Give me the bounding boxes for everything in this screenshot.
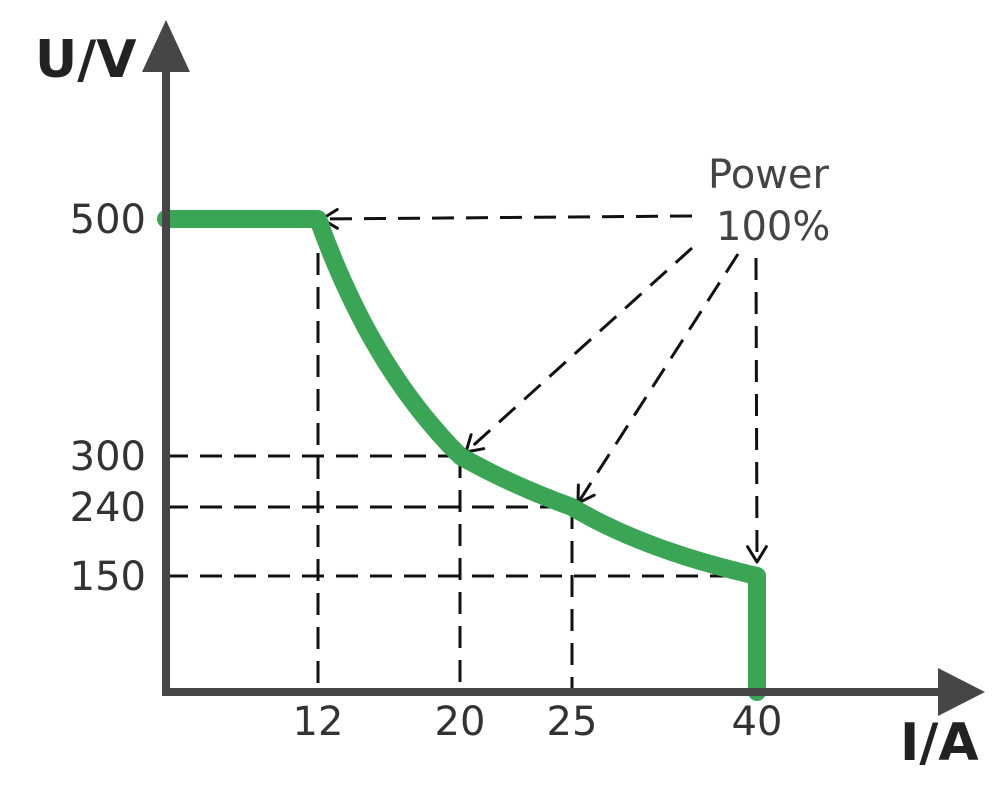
power-arrowhead-3 bbox=[746, 545, 768, 564]
tick-labels: 12 20 25 40 500 300 240 150 bbox=[70, 197, 783, 745]
y-axis-arrow bbox=[142, 20, 190, 72]
x-axis-arrow bbox=[938, 668, 985, 716]
power-annotation-line2: 100% bbox=[716, 204, 830, 250]
axes bbox=[142, 20, 985, 716]
power-annotation-line1: Power bbox=[708, 152, 829, 198]
guide-lines bbox=[166, 207, 768, 692]
y-axis-title: U/V bbox=[35, 30, 136, 90]
x-tick-label-1: 20 bbox=[435, 699, 486, 745]
y-tick-label-3: 150 bbox=[70, 554, 146, 600]
x-tick-label-0: 12 bbox=[293, 699, 344, 745]
x-axis-title: I/A bbox=[900, 713, 979, 773]
y-tick-label-0: 500 bbox=[70, 197, 146, 243]
power-arrow-3 bbox=[754, 257, 759, 563]
x-tick-label-2: 25 bbox=[547, 699, 598, 745]
power-arrow-2 bbox=[576, 253, 740, 504]
power-arrow-0 bbox=[321, 214, 693, 221]
curve-layer bbox=[157, 210, 766, 701]
y-tick-label-1: 300 bbox=[70, 434, 146, 480]
characteristic-curve bbox=[157, 210, 766, 701]
x-tick-label-3: 40 bbox=[732, 699, 783, 745]
power-arrow-1 bbox=[464, 246, 694, 454]
y-tick-label-2: 240 bbox=[70, 485, 146, 531]
